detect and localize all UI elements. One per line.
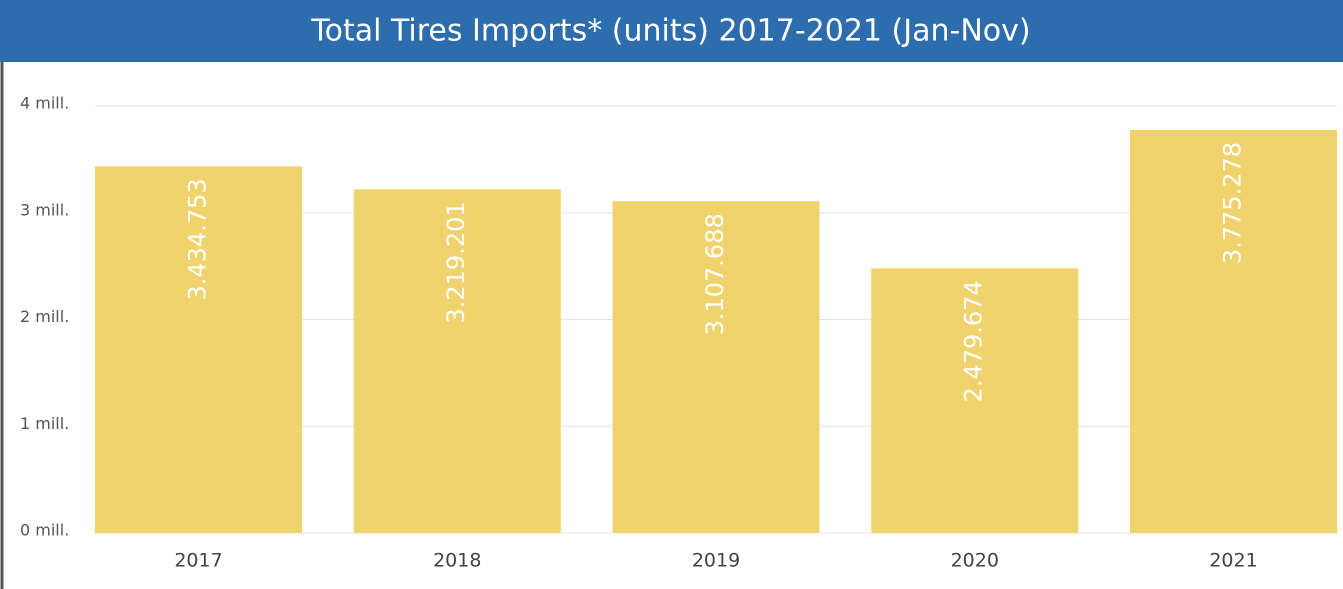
- y-tick-label: 1 mill.: [20, 414, 69, 433]
- bar: [612, 201, 820, 533]
- data-label: 3.107.688: [701, 213, 729, 335]
- title-bar: [0, 0, 1343, 62]
- bar: [1130, 129, 1337, 533]
- chart-title: Total Tires Imports* (units) 2017-2021 (…: [310, 14, 1030, 49]
- data-label: 3.219.201: [442, 201, 470, 323]
- bar: [353, 189, 561, 534]
- bar: [95, 166, 302, 533]
- data-label: 3.775.278: [1219, 142, 1247, 264]
- y-tick-label: 2 mill.: [20, 307, 69, 326]
- x-tick-label: 2017: [174, 550, 222, 572]
- y-tick-label: 4 mill.: [20, 94, 69, 113]
- y-tick-label: 3 mill.: [20, 200, 69, 219]
- x-tick-label: 2018: [433, 550, 481, 572]
- data-label: 2.479.674: [960, 280, 988, 402]
- bar: [871, 268, 1079, 533]
- x-tick-label: 2019: [692, 550, 740, 572]
- x-tick-label: 2020: [951, 550, 999, 572]
- data-label: 3.434.753: [184, 178, 212, 300]
- x-tick-label: 2021: [1209, 550, 1257, 572]
- y-tick-label: 0 mill.: [20, 521, 69, 540]
